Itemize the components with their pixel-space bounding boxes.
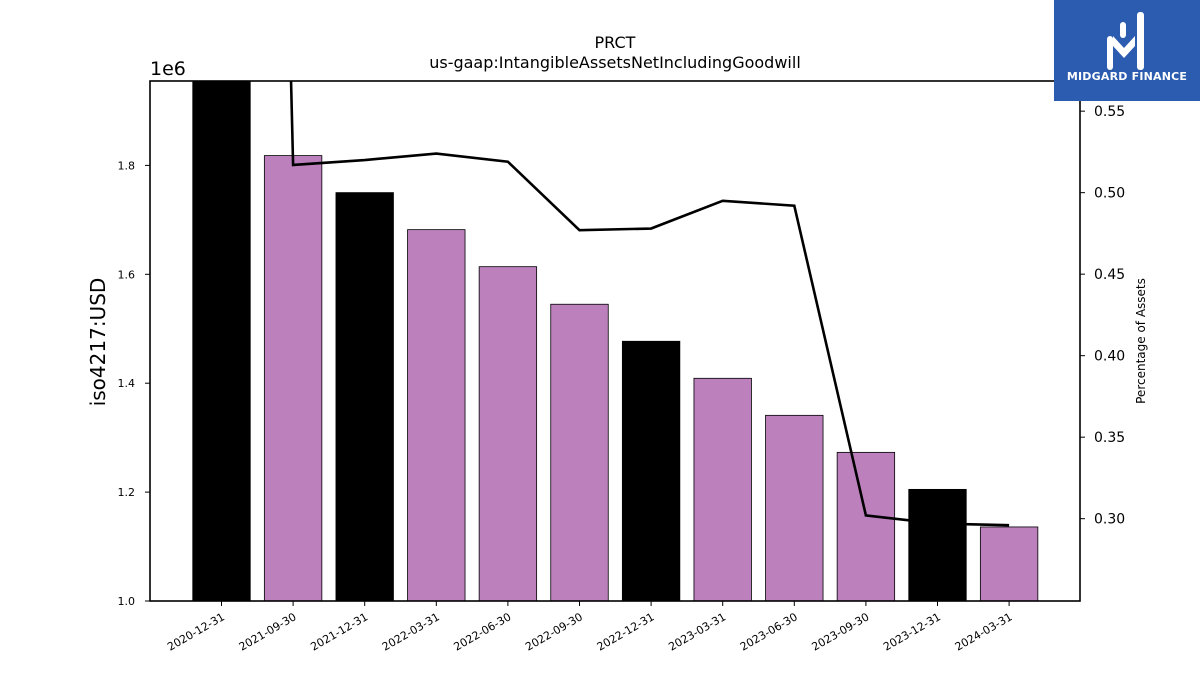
brand-logo-icon	[1107, 12, 1144, 70]
bar-2022-03-31	[407, 229, 466, 602]
x-tick-label: 2023-09-30	[810, 610, 872, 653]
percentage-line-series	[289, 81, 1010, 527]
y2-tick-label: 0.30	[1094, 512, 1125, 528]
y2-tick-label: 0.50	[1094, 186, 1125, 202]
chart-title: PRCT	[595, 33, 636, 52]
y-tick-label: 1.8	[118, 159, 136, 172]
bar-2024-03-31	[979, 526, 1039, 602]
y2-axis-ticks: 0.30 0.35 0.40 0.45 0.50 0.55	[1080, 104, 1125, 528]
bar-2023-12-31	[908, 488, 967, 602]
y2-tick-label: 0.35	[1094, 430, 1125, 446]
x-tick-label: 2022-12-31	[595, 610, 657, 653]
x-tick-label: 2023-06-30	[738, 610, 800, 653]
y-tick-label: 1.6	[118, 268, 136, 281]
x-tick-label: 2023-12-31	[881, 610, 943, 653]
y2-tick-label: 0.55	[1094, 104, 1125, 120]
x-tick-label: 2024-03-31	[953, 610, 1015, 653]
bar-2020-12-31	[192, 80, 251, 602]
y-axis-label: iso4217:USD	[86, 278, 110, 407]
y2-tick-label: 0.40	[1094, 349, 1125, 365]
plot-frame	[149, 80, 1081, 602]
y2-axis-label: Percentage of Assets	[1134, 278, 1148, 404]
bar-2023-09-30	[836, 451, 896, 602]
bar-2022-06-30	[478, 266, 538, 602]
brand-name: MIDGARD FINANCE	[1066, 70, 1188, 83]
bar-2021-12-31	[335, 192, 394, 602]
bar-2021-09-30	[263, 155, 323, 602]
x-tick-label: 2021-09-30	[237, 610, 299, 653]
x-tick-label: 2023-03-31	[666, 610, 728, 653]
y2-tick-label: 0.45	[1094, 267, 1125, 283]
x-axis-ticks: 2020-12-31 2021-09-30 2021-12-31 2022-03-31…	[165, 601, 1015, 654]
bar-2022-12-31	[621, 340, 681, 602]
y-tick-label: 1.4	[118, 377, 136, 390]
brand-logo: MIDGARD FINANCE	[1054, 0, 1200, 101]
x-tick-label: 2022-03-31	[380, 610, 442, 653]
y-tick-label: 1.0	[118, 595, 136, 608]
x-tick-label: 2021-12-31	[308, 610, 370, 653]
bar-2022-09-30	[550, 303, 609, 602]
y-tick-label: 1.2	[118, 486, 136, 499]
y-axis-ticks: 1.0 1.2 1.4 1.6 1.8	[118, 159, 150, 608]
chart-subtitle: us-gaap:IntangibleAssetsNetIncludingGood…	[429, 53, 801, 72]
percentage-line	[289, 81, 1010, 527]
x-tick-label: 2022-09-30	[523, 610, 585, 653]
bar-2023-06-30	[765, 414, 824, 602]
bar-series	[192, 80, 1039, 602]
bar-2023-03-31	[693, 377, 752, 602]
y-axis-multiplier: 1e6	[150, 58, 186, 80]
x-tick-label: 2022-06-30	[452, 610, 514, 653]
x-tick-label: 2020-12-31	[165, 610, 227, 653]
